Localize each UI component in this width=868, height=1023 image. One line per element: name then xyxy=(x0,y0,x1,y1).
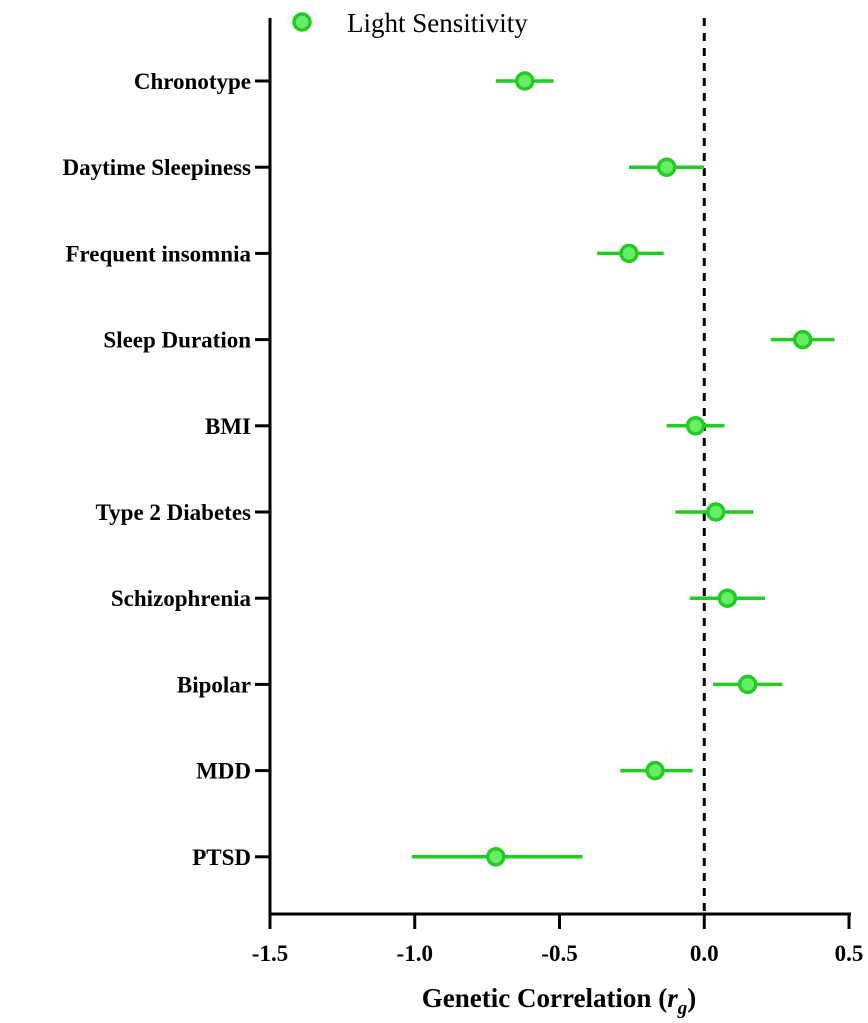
x-tick-label: -1.0 xyxy=(397,941,433,966)
x-tick-label: -1.5 xyxy=(252,941,288,966)
point-estimate xyxy=(685,416,706,436)
y-tick-label: Schizophrenia xyxy=(111,586,252,611)
x-axis-title-text: Genetic Correlation ( xyxy=(422,983,667,1013)
x-tick-label: 0.5 xyxy=(835,941,864,966)
point-estimate xyxy=(645,760,665,781)
point-estimate xyxy=(792,329,813,350)
x-tick-label: 0.0 xyxy=(690,941,719,966)
x-tick-label: -0.5 xyxy=(541,941,577,966)
x-axis-title-close: ) xyxy=(687,983,696,1013)
y-tick-label: Bipolar xyxy=(177,672,251,697)
point-estimate xyxy=(656,157,677,177)
y-tick-label: Frequent insomnia xyxy=(65,241,251,266)
x-axis-title: Genetic Correlation (rg) xyxy=(422,983,696,1019)
y-tick-label: Daytime Sleepiness xyxy=(63,155,252,180)
point-estimate xyxy=(706,502,726,522)
y-tick-label: Type 2 Diabetes xyxy=(96,500,252,525)
x-ticks: -1.5 -1.0 -0.5 0.0 0.5 xyxy=(252,914,864,966)
point-estimate xyxy=(717,588,738,608)
y-tick-label: BMI xyxy=(205,414,251,439)
point-estimate xyxy=(619,243,639,264)
y-tick-label: Chronotype xyxy=(134,69,251,94)
legend-marker xyxy=(292,12,312,32)
data-marks xyxy=(411,71,835,867)
point-estimate xyxy=(486,847,506,867)
legend-label: Light Sensitivity xyxy=(347,8,528,38)
y-tick-label: MDD xyxy=(196,759,251,784)
point-estimate xyxy=(515,71,535,91)
point-estimate xyxy=(737,674,758,695)
x-axis-title-symbol: r xyxy=(667,983,678,1013)
y-ticks: Chronotype Daytime Sleepiness Frequent ins… xyxy=(63,69,270,870)
y-tick-label: PTSD xyxy=(192,845,251,870)
y-tick-label: Sleep Duration xyxy=(103,328,251,353)
legend: Light Sensitivity xyxy=(292,8,528,38)
x-axis-title-subscript: g xyxy=(677,998,688,1019)
